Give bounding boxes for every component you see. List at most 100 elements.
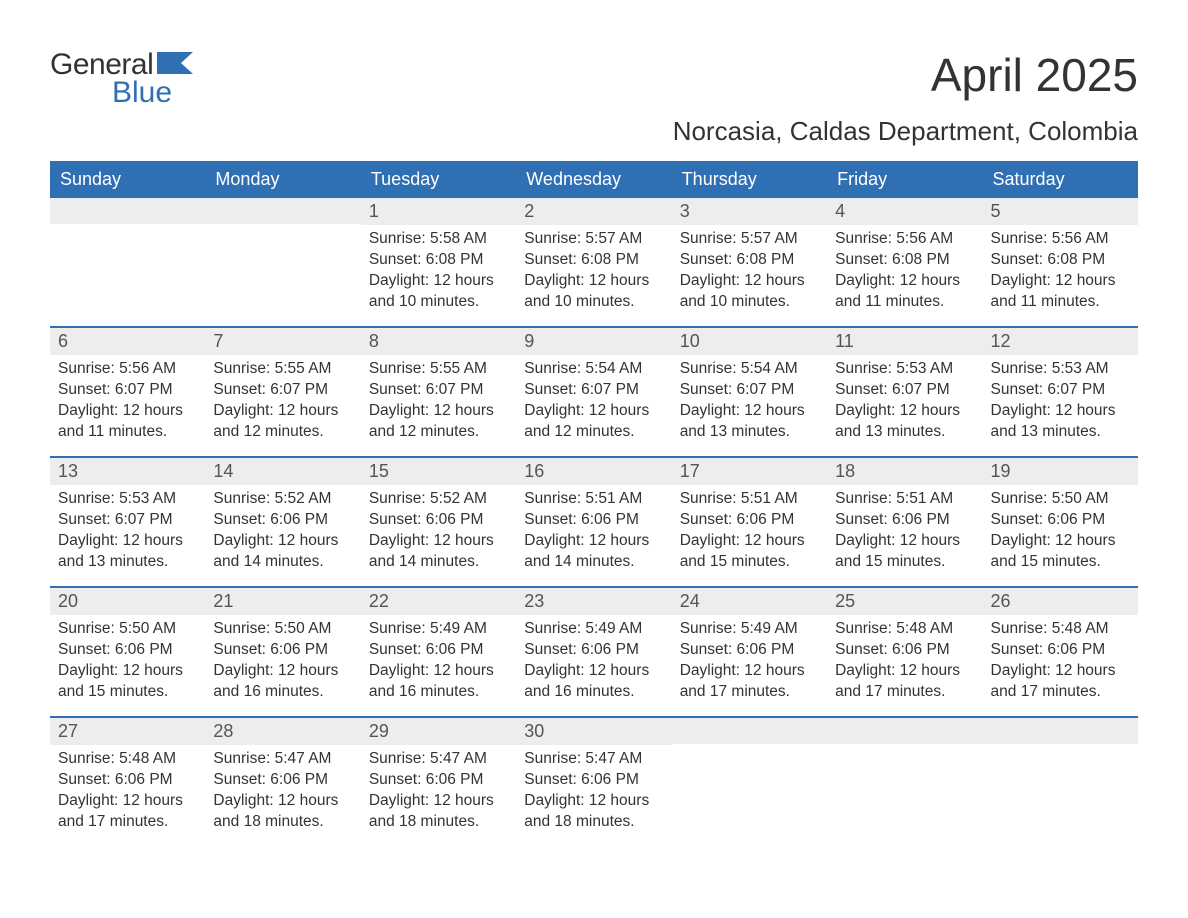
day-number: 8 bbox=[361, 328, 516, 355]
day-body: Sunrise: 5:48 AMSunset: 6:06 PMDaylight:… bbox=[50, 745, 205, 839]
day-body bbox=[205, 224, 360, 234]
day-body bbox=[672, 744, 827, 754]
day-line: Sunset: 6:07 PM bbox=[835, 380, 974, 401]
day-body bbox=[50, 224, 205, 234]
day-line: Sunset: 6:06 PM bbox=[524, 640, 663, 661]
day-line: Sunset: 6:08 PM bbox=[835, 250, 974, 271]
location-subtitle: Norcasia, Caldas Department, Colombia bbox=[50, 116, 1138, 147]
day-line: Daylight: 12 hours and 12 minutes. bbox=[213, 401, 352, 443]
calendar-week-row: 27Sunrise: 5:48 AMSunset: 6:06 PMDayligh… bbox=[50, 716, 1138, 846]
calendar-day-cell: 7Sunrise: 5:55 AMSunset: 6:07 PMDaylight… bbox=[205, 328, 360, 456]
day-number: 2 bbox=[516, 198, 671, 225]
day-line: Daylight: 12 hours and 11 minutes. bbox=[835, 271, 974, 313]
day-line: Sunrise: 5:51 AM bbox=[524, 489, 663, 510]
day-line: Sunrise: 5:49 AM bbox=[369, 619, 508, 640]
day-line: Sunrise: 5:55 AM bbox=[369, 359, 508, 380]
day-line: Daylight: 12 hours and 17 minutes. bbox=[991, 661, 1130, 703]
calendar-day-cell: 23Sunrise: 5:49 AMSunset: 6:06 PMDayligh… bbox=[516, 588, 671, 716]
day-line: Sunrise: 5:48 AM bbox=[991, 619, 1130, 640]
day-line: Sunrise: 5:52 AM bbox=[369, 489, 508, 510]
day-number bbox=[205, 198, 360, 224]
day-line: Daylight: 12 hours and 10 minutes. bbox=[680, 271, 819, 313]
day-line: Daylight: 12 hours and 11 minutes. bbox=[991, 271, 1130, 313]
day-body: Sunrise: 5:47 AMSunset: 6:06 PMDaylight:… bbox=[516, 745, 671, 839]
calendar-day-cell: 25Sunrise: 5:48 AMSunset: 6:06 PMDayligh… bbox=[827, 588, 982, 716]
day-line: Sunrise: 5:54 AM bbox=[524, 359, 663, 380]
calendar-day-cell: 9Sunrise: 5:54 AMSunset: 6:07 PMDaylight… bbox=[516, 328, 671, 456]
calendar-day-cell: 14Sunrise: 5:52 AMSunset: 6:06 PMDayligh… bbox=[205, 458, 360, 586]
day-line: Daylight: 12 hours and 13 minutes. bbox=[58, 531, 197, 573]
day-line: Daylight: 12 hours and 16 minutes. bbox=[369, 661, 508, 703]
calendar-day-cell bbox=[205, 198, 360, 326]
day-line: Sunrise: 5:51 AM bbox=[680, 489, 819, 510]
calendar-day-cell bbox=[983, 718, 1138, 846]
day-number: 29 bbox=[361, 718, 516, 745]
day-number: 28 bbox=[205, 718, 360, 745]
calendar-day-cell: 17Sunrise: 5:51 AMSunset: 6:06 PMDayligh… bbox=[672, 458, 827, 586]
day-line: Sunset: 6:06 PM bbox=[213, 640, 352, 661]
calendar-header-cell: Thursday bbox=[672, 161, 827, 198]
day-line: Sunset: 6:08 PM bbox=[524, 250, 663, 271]
day-body: Sunrise: 5:52 AMSunset: 6:06 PMDaylight:… bbox=[205, 485, 360, 579]
day-line: Sunset: 6:06 PM bbox=[680, 640, 819, 661]
day-body: Sunrise: 5:53 AMSunset: 6:07 PMDaylight:… bbox=[827, 355, 982, 449]
calendar-day-cell bbox=[672, 718, 827, 846]
day-line: Sunset: 6:06 PM bbox=[369, 640, 508, 661]
day-line: Daylight: 12 hours and 13 minutes. bbox=[991, 401, 1130, 443]
day-body: Sunrise: 5:48 AMSunset: 6:06 PMDaylight:… bbox=[983, 615, 1138, 709]
calendar-week-row: 6Sunrise: 5:56 AMSunset: 6:07 PMDaylight… bbox=[50, 326, 1138, 456]
day-body: Sunrise: 5:55 AMSunset: 6:07 PMDaylight:… bbox=[205, 355, 360, 449]
day-line: Daylight: 12 hours and 14 minutes. bbox=[213, 531, 352, 573]
calendar-day-cell: 29Sunrise: 5:47 AMSunset: 6:06 PMDayligh… bbox=[361, 718, 516, 846]
day-line: Sunset: 6:06 PM bbox=[58, 640, 197, 661]
day-line: Sunrise: 5:56 AM bbox=[991, 229, 1130, 250]
day-line: Sunrise: 5:53 AM bbox=[991, 359, 1130, 380]
day-body: Sunrise: 5:54 AMSunset: 6:07 PMDaylight:… bbox=[516, 355, 671, 449]
day-number: 30 bbox=[516, 718, 671, 745]
calendar-day-cell: 18Sunrise: 5:51 AMSunset: 6:06 PMDayligh… bbox=[827, 458, 982, 586]
day-line: Daylight: 12 hours and 12 minutes. bbox=[524, 401, 663, 443]
day-line: Sunset: 6:07 PM bbox=[524, 380, 663, 401]
day-line: Sunrise: 5:57 AM bbox=[524, 229, 663, 250]
day-line: Sunset: 6:07 PM bbox=[991, 380, 1130, 401]
day-number bbox=[50, 198, 205, 224]
day-body: Sunrise: 5:55 AMSunset: 6:07 PMDaylight:… bbox=[361, 355, 516, 449]
day-line: Sunset: 6:06 PM bbox=[213, 510, 352, 531]
calendar-day-cell: 27Sunrise: 5:48 AMSunset: 6:06 PMDayligh… bbox=[50, 718, 205, 846]
day-line: Sunset: 6:08 PM bbox=[680, 250, 819, 271]
day-body: Sunrise: 5:47 AMSunset: 6:06 PMDaylight:… bbox=[205, 745, 360, 839]
day-line: Daylight: 12 hours and 17 minutes. bbox=[58, 791, 197, 833]
day-body: Sunrise: 5:54 AMSunset: 6:07 PMDaylight:… bbox=[672, 355, 827, 449]
day-line: Sunset: 6:06 PM bbox=[369, 770, 508, 791]
day-line: Sunset: 6:06 PM bbox=[835, 510, 974, 531]
day-number: 24 bbox=[672, 588, 827, 615]
day-line: Sunset: 6:07 PM bbox=[58, 510, 197, 531]
calendar-day-cell: 4Sunrise: 5:56 AMSunset: 6:08 PMDaylight… bbox=[827, 198, 982, 326]
day-line: Daylight: 12 hours and 10 minutes. bbox=[369, 271, 508, 313]
day-body: Sunrise: 5:58 AMSunset: 6:08 PMDaylight:… bbox=[361, 225, 516, 319]
day-body: Sunrise: 5:53 AMSunset: 6:07 PMDaylight:… bbox=[50, 485, 205, 579]
calendar-day-cell: 5Sunrise: 5:56 AMSunset: 6:08 PMDaylight… bbox=[983, 198, 1138, 326]
day-line: Sunrise: 5:55 AM bbox=[213, 359, 352, 380]
day-number: 26 bbox=[983, 588, 1138, 615]
calendar-day-cell: 16Sunrise: 5:51 AMSunset: 6:06 PMDayligh… bbox=[516, 458, 671, 586]
topbar: General Blue April 2025 bbox=[50, 48, 1138, 110]
calendar-header-cell: Monday bbox=[205, 161, 360, 198]
day-line: Sunrise: 5:51 AM bbox=[835, 489, 974, 510]
calendar-day-cell: 30Sunrise: 5:47 AMSunset: 6:06 PMDayligh… bbox=[516, 718, 671, 846]
day-body: Sunrise: 5:57 AMSunset: 6:08 PMDaylight:… bbox=[672, 225, 827, 319]
day-line: Sunset: 6:06 PM bbox=[991, 510, 1130, 531]
day-body: Sunrise: 5:50 AMSunset: 6:06 PMDaylight:… bbox=[50, 615, 205, 709]
day-number: 19 bbox=[983, 458, 1138, 485]
calendar-day-cell: 21Sunrise: 5:50 AMSunset: 6:06 PMDayligh… bbox=[205, 588, 360, 716]
calendar-day-cell: 12Sunrise: 5:53 AMSunset: 6:07 PMDayligh… bbox=[983, 328, 1138, 456]
day-line: Sunset: 6:06 PM bbox=[680, 510, 819, 531]
day-body: Sunrise: 5:56 AMSunset: 6:08 PMDaylight:… bbox=[827, 225, 982, 319]
calendar-day-cell bbox=[50, 198, 205, 326]
day-line: Daylight: 12 hours and 18 minutes. bbox=[213, 791, 352, 833]
day-number: 7 bbox=[205, 328, 360, 355]
day-line: Sunset: 6:06 PM bbox=[213, 770, 352, 791]
day-number: 9 bbox=[516, 328, 671, 355]
day-line: Sunset: 6:08 PM bbox=[991, 250, 1130, 271]
calendar-day-cell: 3Sunrise: 5:57 AMSunset: 6:08 PMDaylight… bbox=[672, 198, 827, 326]
